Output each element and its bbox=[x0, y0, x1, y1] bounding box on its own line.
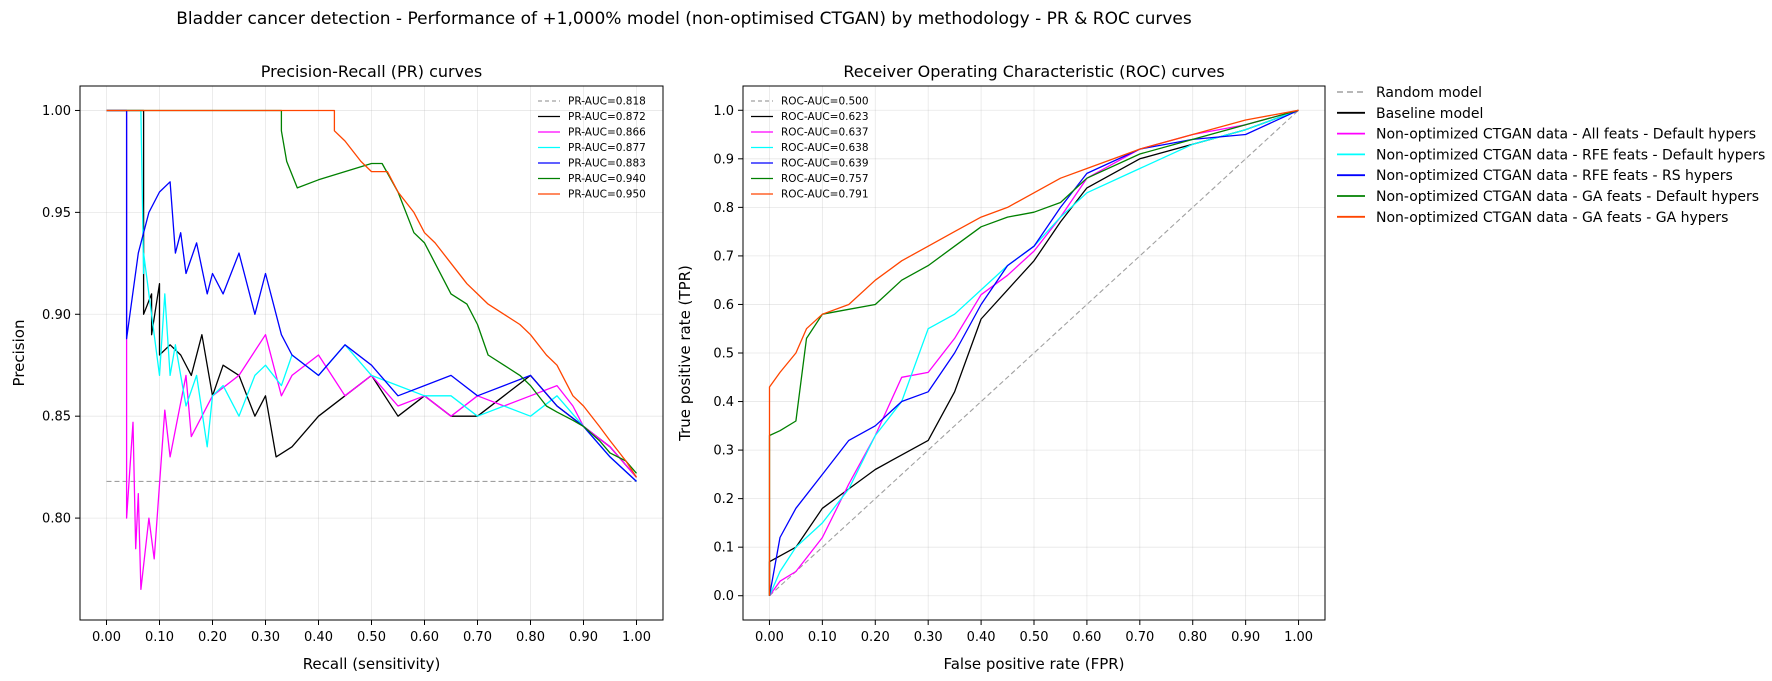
roc-y-tick-label: 0.8 bbox=[713, 201, 734, 216]
roc-x-tick-label: 0.50 bbox=[1020, 630, 1049, 645]
roc-y-tick-label: 0.0 bbox=[713, 589, 734, 604]
pr-x-tick-label: 0.80 bbox=[516, 630, 545, 645]
pr-legend-label: PR-AUC=0.950 bbox=[568, 189, 646, 201]
roc-axes-frame bbox=[742, 85, 1326, 621]
roc-legend-label: ROC-AUC=0.623 bbox=[781, 111, 869, 123]
roc-x-axis-label: False positive rate (FPR) bbox=[943, 655, 1124, 673]
pr-x-tick-label: 0.60 bbox=[410, 630, 439, 645]
roc-series-line-roc-auc-0-623 bbox=[768, 109, 1299, 596]
figure-legend: Random model Baseline model Non-optimized … bbox=[1337, 85, 1765, 226]
pr-x-tick-label: 0.70 bbox=[463, 630, 492, 645]
roc-series-line-roc-auc-0-639 bbox=[768, 109, 1299, 596]
pr-legend-label: PR-AUC=0.818 bbox=[568, 96, 646, 108]
roc-y-tick-label: 0.1 bbox=[713, 541, 734, 556]
pr-x-tick-label: 0.90 bbox=[569, 630, 598, 645]
pr-series-line-pr-auc-0-877 bbox=[106, 109, 637, 482]
roc-curve-panel: 0.00 0.10 0.20 0.30 0.40 0.50 0.60 0.70 0.80 0.90… bbox=[676, 62, 1326, 673]
pr-series-line-pr-auc-0-940 bbox=[106, 109, 637, 474]
roc-x-tick-label: 0.70 bbox=[1125, 630, 1154, 645]
pr-y-tick-label: 0.95 bbox=[42, 206, 71, 221]
roc-y-tick-label: 0.3 bbox=[713, 444, 734, 459]
roc-legend-label: ROC-AUC=0.791 bbox=[781, 189, 869, 201]
pr-curve-panel: 0.00 0.10 0.20 0.30 0.40 0.50 0.60 0.70 0.80 0.90… bbox=[10, 62, 664, 673]
pr-chart-title: Precision-Recall (PR) curves bbox=[261, 62, 482, 81]
pr-series-line-pr-auc-0-883 bbox=[106, 109, 637, 482]
roc-y-tick-label: 0.7 bbox=[713, 249, 734, 264]
pr-series-line-pr-auc-0-872 bbox=[106, 109, 637, 478]
pr-axes-frame bbox=[79, 85, 664, 621]
roc-legend-label: ROC-AUC=0.637 bbox=[781, 127, 869, 139]
pr-legend-label: PR-AUC=0.940 bbox=[568, 173, 646, 185]
figure-legend-label: Non-optimized CTGAN data - RFE feats - D… bbox=[1376, 147, 1765, 163]
pr-x-tick-label: 0.00 bbox=[92, 630, 121, 645]
pr-x-tick-label: 1.00 bbox=[622, 630, 651, 645]
roc-y-tick-label: 1.0 bbox=[713, 104, 734, 119]
roc-y-tick-label: 0.5 bbox=[713, 347, 734, 362]
roc-legend-label: ROC-AUC=0.500 bbox=[781, 96, 869, 108]
roc-x-tick-label: 0.00 bbox=[755, 630, 784, 645]
pr-y-tick-label: 0.85 bbox=[42, 410, 71, 425]
figure-legend-label: Non-optimized CTGAN data - RFE feats - R… bbox=[1376, 168, 1733, 184]
roc-x-tick-label: 0.20 bbox=[861, 630, 890, 645]
figure-legend-label: Baseline model bbox=[1376, 106, 1483, 122]
roc-y-tick-label: 0.2 bbox=[713, 492, 734, 507]
roc-x-tick-label: 0.80 bbox=[1178, 630, 1207, 645]
pr-x-tick-label: 0.20 bbox=[198, 630, 227, 645]
pr-x-tick-label: 0.50 bbox=[357, 630, 386, 645]
figure-legend-label: Non-optimized CTGAN data - GA feats - GA… bbox=[1376, 210, 1728, 226]
figure-legend-label: Non-optimized CTGAN data - All feats - D… bbox=[1376, 127, 1756, 143]
roc-series-line-roc-auc-0-638 bbox=[768, 109, 1299, 596]
roc-series-line-roc-auc-0-791 bbox=[768, 109, 1299, 596]
pr-y-tick-label: 1.00 bbox=[42, 104, 71, 119]
roc-y-tick-label: 0.6 bbox=[713, 298, 734, 313]
figure-title: Bladder cancer detection - Performance o… bbox=[176, 9, 1192, 29]
roc-x-tick-label: 1.00 bbox=[1284, 630, 1313, 645]
figure-legend-label: Non-optimized CTGAN data - GA feats - De… bbox=[1376, 189, 1759, 205]
pr-legend-label: PR-AUC=0.866 bbox=[568, 127, 646, 139]
roc-x-tick-label: 0.10 bbox=[808, 630, 837, 645]
pr-series-line-pr-auc-0-866 bbox=[106, 109, 637, 591]
pr-y-tick-label: 0.80 bbox=[42, 512, 71, 527]
pr-x-tick-label: 0.40 bbox=[304, 630, 333, 645]
roc-legend-label: ROC-AUC=0.639 bbox=[781, 158, 869, 170]
pr-legend-label: PR-AUC=0.877 bbox=[568, 142, 646, 154]
roc-x-tick-label: 0.30 bbox=[914, 630, 943, 645]
roc-legend-label: ROC-AUC=0.757 bbox=[781, 173, 869, 185]
pr-legend-label: PR-AUC=0.872 bbox=[568, 111, 646, 123]
pr-y-tick-label: 0.90 bbox=[42, 308, 71, 323]
pr-x-axis-label: Recall (sensitivity) bbox=[303, 655, 441, 673]
roc-series-line-roc-auc-0-757 bbox=[768, 109, 1299, 596]
pr-x-tick-label: 0.30 bbox=[251, 630, 280, 645]
roc-chart-title: Receiver Operating Characteristic (ROC) … bbox=[843, 62, 1224, 81]
roc-x-tick-label: 0.40 bbox=[967, 630, 996, 645]
roc-y-axis-label: True positive rate (TPR) bbox=[676, 265, 694, 442]
figure-legend-label: Random model bbox=[1376, 85, 1482, 101]
roc-x-tick-label: 0.90 bbox=[1231, 630, 1260, 645]
roc-x-tick-label: 0.60 bbox=[1072, 630, 1101, 645]
pr-y-axis-label: Precision bbox=[10, 320, 28, 387]
pr-x-tick-label: 0.10 bbox=[145, 630, 174, 645]
roc-y-tick-label: 0.9 bbox=[713, 152, 734, 167]
pr-legend-label: PR-AUC=0.883 bbox=[568, 158, 646, 170]
pr-series-line-pr-auc-0-950 bbox=[106, 109, 638, 478]
roc-y-tick-label: 0.4 bbox=[713, 395, 734, 410]
roc-legend-label: ROC-AUC=0.638 bbox=[781, 142, 869, 154]
